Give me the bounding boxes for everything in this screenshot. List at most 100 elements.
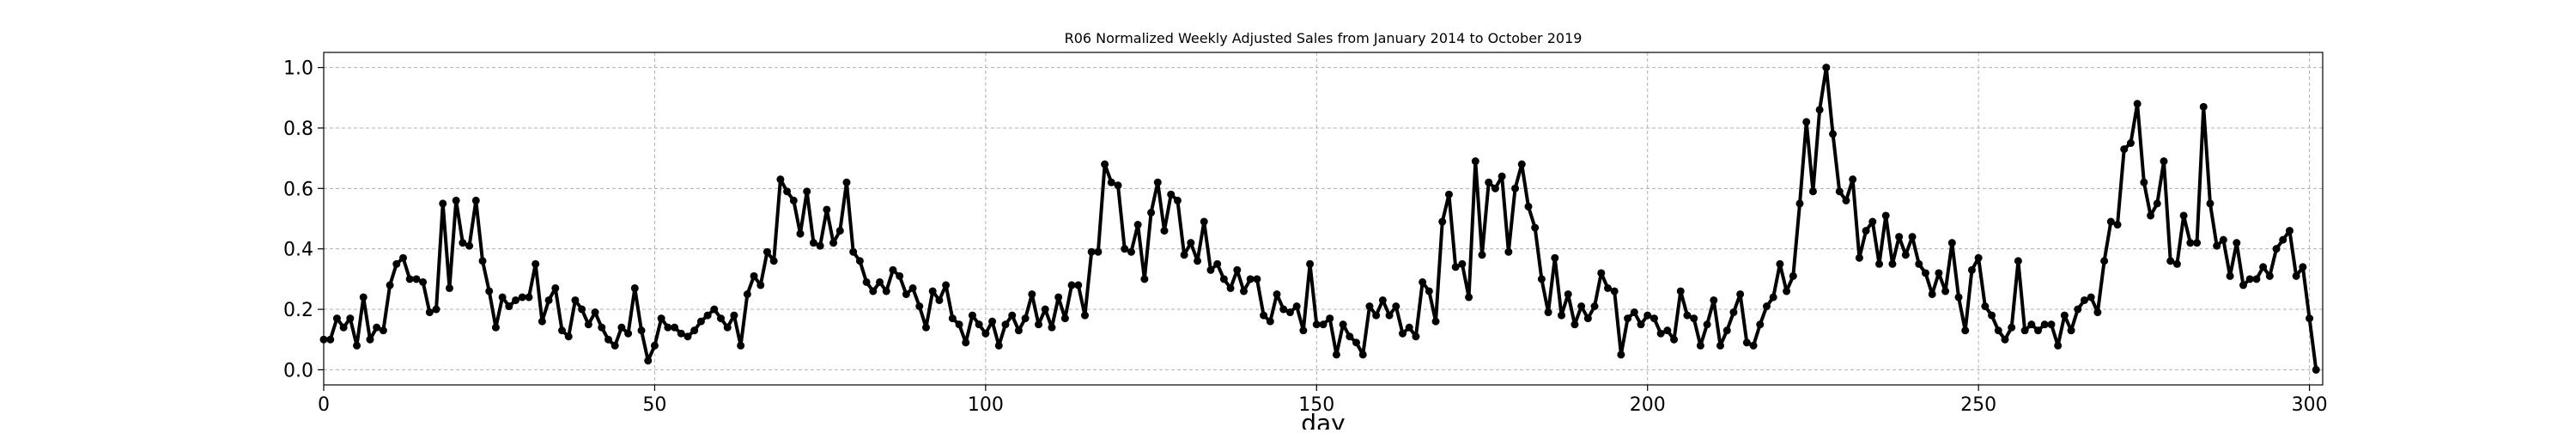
- data-point: [935, 296, 944, 304]
- data-point: [1471, 157, 1479, 166]
- data-point: [1478, 251, 1486, 259]
- data-point: [412, 275, 421, 284]
- data-point: [1544, 308, 1552, 317]
- data-point: [1762, 302, 1771, 311]
- data-point: [1994, 326, 2002, 335]
- data-point: [1928, 290, 1936, 298]
- data-point: [1319, 320, 1327, 329]
- data-point: [2126, 139, 2135, 148]
- data-point: [1167, 190, 1176, 198]
- data-point: [1332, 351, 1340, 359]
- data-point: [1160, 227, 1169, 235]
- data-point: [1842, 196, 1850, 204]
- data-point: [1855, 253, 1863, 262]
- data-point: [2299, 263, 2307, 271]
- data-point: [1035, 320, 1043, 329]
- data-point: [2179, 211, 2188, 220]
- data-point: [2080, 296, 2088, 304]
- data-point: [2106, 217, 2115, 226]
- data-point: [1511, 184, 1520, 192]
- data-point: [1266, 317, 1274, 326]
- data-point: [1663, 326, 1672, 335]
- data-point: [1690, 314, 1698, 323]
- data-point: [988, 317, 997, 326]
- data-point: [518, 293, 526, 302]
- data-point: [1656, 329, 1665, 338]
- data-point: [849, 247, 858, 256]
- data-point: [2027, 320, 2036, 329]
- data-point: [326, 335, 335, 344]
- data-point: [1399, 329, 1406, 338]
- data-point: [538, 317, 546, 326]
- data-point: [1802, 118, 1811, 126]
- data-point: [1981, 302, 1990, 311]
- data-point: [1716, 341, 1725, 350]
- plot-frame: [323, 52, 2324, 386]
- data-point: [1722, 326, 1731, 335]
- data-point: [591, 308, 599, 317]
- data-point: [1498, 172, 1506, 180]
- data-point: [1028, 290, 1036, 298]
- data-point: [452, 196, 460, 204]
- data-point: [2285, 227, 2293, 235]
- data-point: [2245, 275, 2254, 284]
- data-point: [1465, 293, 1473, 302]
- data-point: [1246, 275, 1255, 284]
- data-point: [1285, 308, 1294, 317]
- data-point: [1107, 178, 1115, 186]
- data-point: [1412, 332, 1420, 341]
- data-point: [1008, 311, 1017, 320]
- data-point: [471, 196, 480, 204]
- data-point: [532, 259, 540, 268]
- data-point: [1101, 160, 1109, 168]
- data-point: [1537, 275, 1546, 284]
- data-point: [1326, 314, 1334, 323]
- data-point: [769, 257, 778, 265]
- data-point: [2147, 211, 2155, 220]
- data-point: [1988, 311, 1996, 320]
- data-point: [2252, 275, 2261, 284]
- data-point: [571, 296, 580, 304]
- data-point: [1683, 311, 1692, 320]
- data-point: [1551, 253, 1559, 262]
- data-point: [353, 341, 361, 350]
- grid-layer: [323, 52, 2323, 385]
- data-point: [803, 187, 811, 196]
- data-point: [1206, 265, 1215, 274]
- data-point: [2272, 245, 2281, 253]
- data-point: [2153, 199, 2161, 208]
- data-point: [1491, 184, 1499, 192]
- data-point: [1789, 271, 1797, 280]
- data-point: [664, 323, 672, 332]
- data-point: [2239, 281, 2247, 290]
- data-point: [1067, 281, 1076, 290]
- data-point: [1941, 287, 1950, 296]
- data-point: [1974, 253, 1983, 262]
- data-point: [578, 305, 586, 314]
- data-point: [955, 320, 963, 329]
- data-point: [1597, 269, 1606, 277]
- data-point: [1419, 277, 1427, 286]
- data-point: [876, 277, 884, 286]
- data-point: [644, 357, 653, 365]
- data-point: [1405, 323, 1413, 332]
- data-point: [1967, 265, 1976, 274]
- data-point: [1392, 302, 1400, 311]
- data-point: [1849, 175, 1857, 184]
- data-point: [419, 277, 428, 286]
- data-point: [2206, 199, 2215, 208]
- data-point: [598, 323, 606, 332]
- data-point: [624, 329, 633, 338]
- data-point: [855, 257, 864, 265]
- data-point: [491, 323, 500, 332]
- data-point: [505, 302, 513, 311]
- data-point: [558, 326, 567, 335]
- data-point: [1888, 259, 1897, 268]
- data-point: [1001, 320, 1010, 329]
- data-point: [1094, 247, 1103, 256]
- data-point: [869, 287, 878, 296]
- x-tick-label: 300: [2292, 394, 2328, 416]
- data-point: [1517, 160, 1526, 168]
- data-point: [1458, 259, 1467, 268]
